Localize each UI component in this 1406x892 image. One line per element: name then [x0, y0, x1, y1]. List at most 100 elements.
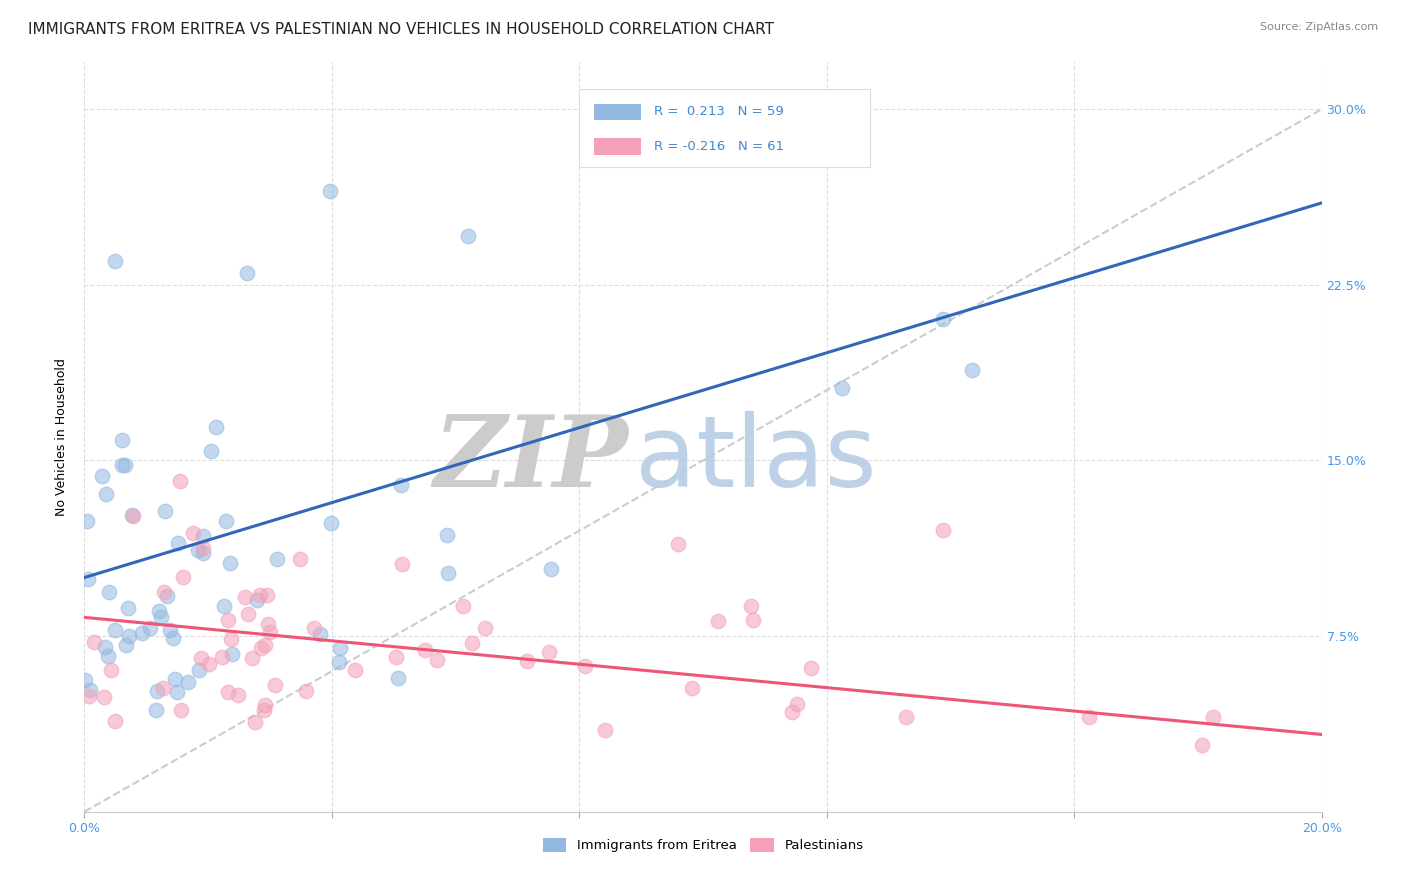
- Text: ZIP: ZIP: [434, 411, 628, 508]
- Point: [104, 254, 127, 268]
- Point: [200, 443, 222, 458]
- Point: [328, 655, 350, 669]
- Point: [205, 420, 228, 434]
- Point: [111, 458, 134, 472]
- Point: [165, 672, 187, 686]
- Point: [177, 675, 200, 690]
- Point: [319, 184, 342, 198]
- Point: [162, 632, 184, 646]
- Point: [104, 714, 127, 728]
- Text: R = -0.216   N = 61: R = -0.216 N = 61: [654, 140, 783, 153]
- Point: [537, 645, 560, 659]
- Point: [91, 468, 114, 483]
- Point: [98, 585, 121, 599]
- Point: [426, 653, 449, 667]
- Point: [219, 632, 242, 647]
- Point: [73, 673, 96, 688]
- Point: [780, 705, 803, 719]
- Point: [253, 639, 276, 653]
- Point: [212, 599, 235, 613]
- Point: [93, 690, 115, 705]
- Point: [138, 621, 160, 635]
- Point: [235, 266, 257, 280]
- Point: [740, 599, 762, 613]
- FancyBboxPatch shape: [595, 138, 641, 154]
- Point: [461, 636, 484, 650]
- Point: [389, 478, 412, 492]
- Point: [896, 710, 918, 724]
- Point: [191, 546, 214, 560]
- Point: [187, 543, 209, 558]
- Point: [1078, 710, 1101, 724]
- Point: [516, 654, 538, 668]
- Point: [290, 551, 312, 566]
- Point: [457, 228, 479, 243]
- Point: [436, 528, 458, 542]
- Point: [217, 684, 239, 698]
- Point: [800, 661, 823, 675]
- Point: [121, 508, 143, 522]
- Point: [100, 664, 122, 678]
- Point: [145, 703, 167, 717]
- Point: [540, 562, 562, 576]
- Text: atlas: atlas: [636, 411, 876, 508]
- Point: [593, 723, 616, 738]
- Point: [344, 663, 367, 677]
- Point: [156, 589, 179, 603]
- Point: [170, 703, 193, 717]
- Point: [741, 613, 763, 627]
- Point: [246, 593, 269, 607]
- Point: [110, 433, 132, 447]
- Point: [215, 514, 238, 528]
- Point: [666, 537, 689, 551]
- Point: [219, 557, 242, 571]
- Point: [707, 614, 730, 628]
- Point: [83, 635, 105, 649]
- Point: [242, 650, 264, 665]
- Point: [831, 381, 853, 395]
- Point: [309, 627, 332, 641]
- Point: [191, 529, 214, 543]
- Point: [115, 638, 138, 652]
- Point: [451, 599, 474, 613]
- Point: [104, 623, 127, 637]
- Point: [77, 689, 100, 703]
- Point: [233, 590, 256, 604]
- Point: [190, 651, 212, 665]
- Point: [148, 604, 170, 618]
- Point: [198, 657, 221, 671]
- Point: [387, 671, 409, 685]
- Point: [437, 566, 460, 580]
- Point: [249, 588, 271, 602]
- Point: [217, 613, 239, 627]
- Point: [131, 626, 153, 640]
- Point: [211, 649, 233, 664]
- Point: [1202, 710, 1225, 724]
- Point: [152, 681, 174, 695]
- Point: [166, 684, 188, 698]
- Point: [79, 682, 101, 697]
- Point: [249, 641, 271, 656]
- Point: [385, 649, 408, 664]
- Point: [245, 714, 267, 729]
- Point: [931, 311, 953, 326]
- Point: [236, 607, 259, 621]
- Point: [266, 552, 288, 566]
- Point: [931, 523, 953, 537]
- Point: [118, 629, 141, 643]
- Point: [94, 486, 117, 500]
- Point: [319, 516, 342, 531]
- Point: [962, 363, 984, 377]
- Point: [114, 458, 136, 473]
- Point: [254, 698, 277, 712]
- Point: [153, 504, 176, 518]
- Point: [259, 624, 281, 639]
- Point: [681, 681, 703, 696]
- Point: [391, 557, 413, 571]
- Point: [146, 683, 169, 698]
- Point: [183, 526, 205, 541]
- Point: [169, 474, 191, 488]
- Point: [172, 570, 194, 584]
- Point: [256, 616, 278, 631]
- Point: [329, 640, 352, 655]
